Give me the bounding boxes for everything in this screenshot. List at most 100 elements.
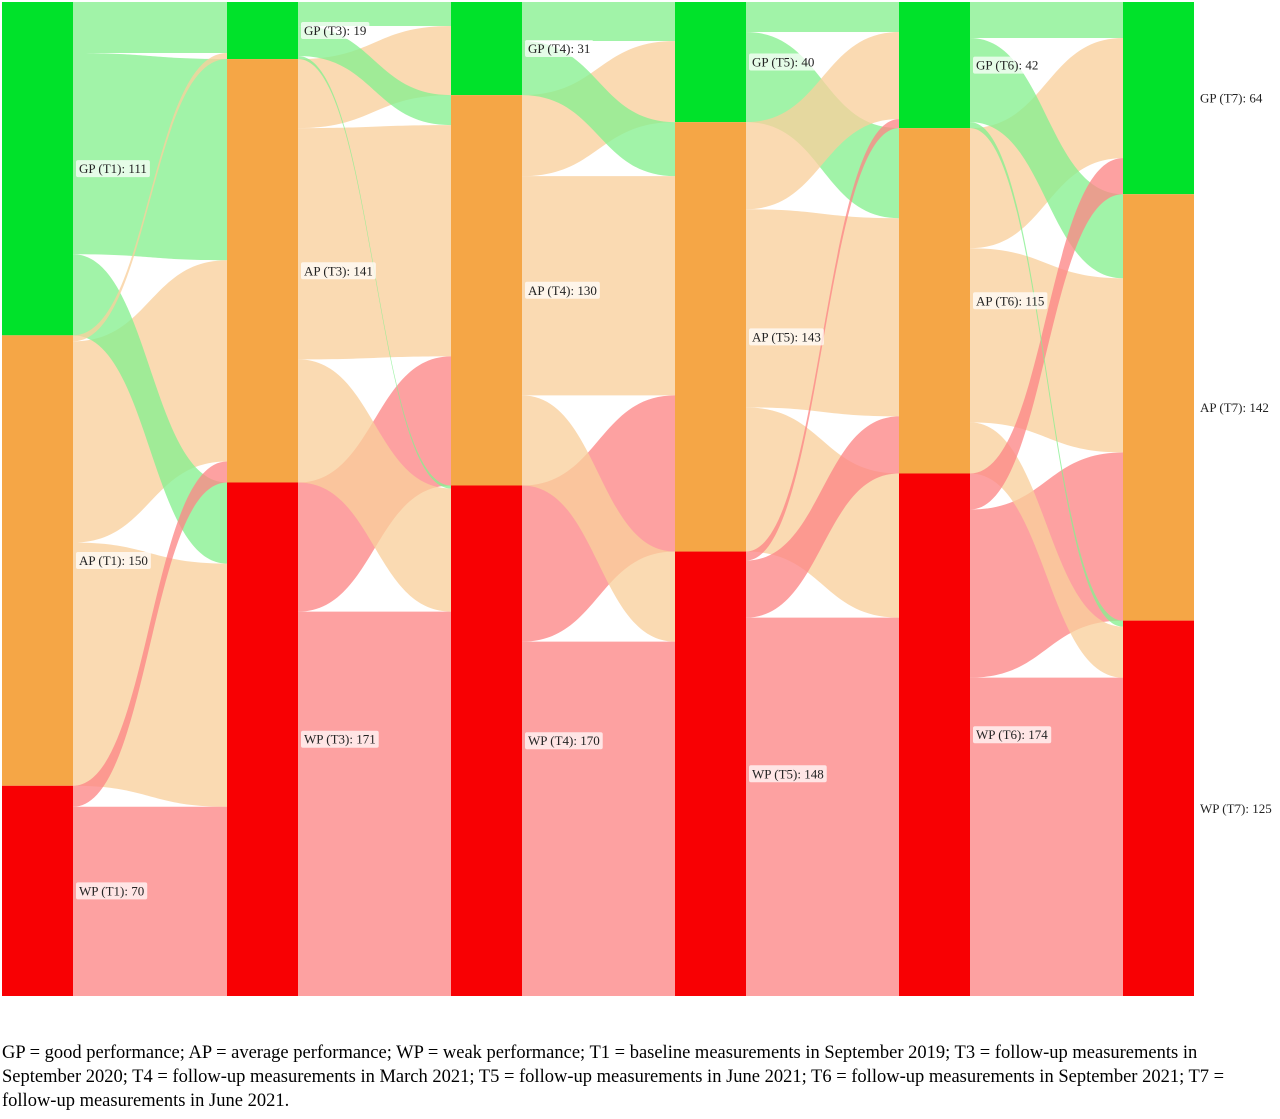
- label-group-wp-t6: WP (T6): 174: [973, 726, 1052, 744]
- node-wp-t7: [1123, 620, 1194, 996]
- link-gp-t3-to-ap-t4: [298, 26, 451, 126]
- link-wp-t5-to-wp-t6: [746, 617, 899, 996]
- label-group-ap-t6: AP (T6): 115: [973, 292, 1048, 310]
- link-wp-t1-to-wp-t3: [73, 806, 227, 996]
- node-gp-t6: [899, 2, 970, 129]
- node-label-gp-t6: GP (T6): 42: [976, 58, 1038, 73]
- link-wp-t6-to-wp-t7: [970, 677, 1123, 996]
- link-wp-t1-to-ap-t3: [73, 461, 227, 807]
- node-label-ap-t7: AP (T7): 142: [1200, 400, 1269, 415]
- node-label-ap-t5: AP (T5): 143: [752, 329, 821, 344]
- node-gp-t5: [675, 2, 746, 123]
- node-wp-t5: [675, 551, 746, 996]
- label-group-gp-t1: GP (T1): 111: [76, 160, 150, 178]
- link-gp-t6-to-gp-t7: [970, 2, 1123, 39]
- node-label-bg-gp-t4: [525, 40, 594, 58]
- figure-caption: GP = good performance; AP = average perf…: [2, 1043, 1225, 1111]
- node-label-bg-ap-t6: [973, 292, 1048, 310]
- label-group-ap-t7: AP (T7): 142: [1200, 400, 1269, 415]
- link-gp-t4-to-ap-t5: [522, 41, 675, 177]
- label-group-gp-t6: GP (T6): 42: [973, 56, 1042, 74]
- label-group-ap-t1: AP (T1): 150: [76, 552, 151, 570]
- node-label-wp-t7: WP (T7): 125: [1200, 801, 1272, 816]
- label-group-ap-t4: AP (T4): 130: [525, 281, 600, 299]
- node-label-bg-gp-t5: [749, 53, 818, 71]
- label-group-wp-t4: WP (T4): 170: [525, 732, 603, 750]
- node-label-wp-t6: WP (T6): 174: [976, 727, 1048, 742]
- node-ap-t7: [1123, 194, 1194, 621]
- label-group-wp-t7: WP (T7): 125: [1200, 801, 1272, 816]
- node-label-bg-ap-t4: [525, 281, 600, 299]
- label-group-gp-t3: GP (T3): 19: [301, 22, 370, 40]
- node-label-bg-wp-t4: [525, 732, 603, 750]
- node-label-bg-wp-t3: [301, 730, 379, 748]
- link-wp-t4-to-wp-t5: [522, 641, 675, 996]
- node-wp-t1: [2, 785, 73, 996]
- link-gp-t6-to-wp-t7: [970, 122, 1123, 627]
- node-ap-t5: [675, 122, 746, 552]
- label-group-gp-t4: GP (T4): 31: [525, 40, 594, 58]
- node-label-ap-t4: AP (T4): 130: [528, 283, 597, 298]
- node-label-ap-t6: AP (T6): 115: [976, 293, 1044, 308]
- node-label-gp-t7: GP (T7): 64: [1200, 91, 1263, 106]
- node-label-wp-t5: WP (T5): 148: [752, 766, 824, 781]
- node-label-bg-wp-t1: [76, 882, 148, 900]
- link-gp-t5-to-gp-t6: [746, 2, 899, 33]
- link-gp-t1-to-ap-t3: [73, 53, 227, 261]
- node-label-wp-t3: WP (T3): 171: [304, 732, 376, 747]
- node-wp-t4: [451, 485, 522, 996]
- node-label-ap-t3: AP (T3): 141: [304, 263, 373, 278]
- node-label-bg-wp-t6: [973, 726, 1052, 744]
- node-label-bg-gp-t1: [76, 160, 150, 178]
- link-ap-t5-to-ap-t6: [746, 209, 899, 417]
- node-ap-t1: [2, 335, 73, 786]
- node-wp-t6: [899, 473, 970, 996]
- nodes-layer: [2, 2, 1194, 996]
- node-label-bg-ap-t1: [76, 552, 151, 570]
- link-wp-t6-to-gp-t7: [970, 158, 1123, 510]
- link-gp-t3-to-gp-t4: [298, 2, 451, 27]
- node-gp-t1: [2, 2, 73, 336]
- node-ap-t6: [899, 128, 970, 474]
- link-ap-t4-to-wp-t5: [522, 395, 675, 642]
- node-label-bg-wp-t5: [749, 765, 827, 783]
- node-ap-t3: [227, 59, 298, 483]
- node-label-bg-gp-t6: [973, 56, 1042, 74]
- node-label-gp-t4: GP (T4): 31: [528, 41, 590, 56]
- link-ap-t5-to-gp-t6: [746, 32, 899, 210]
- link-ap-t1-to-wp-t3: [73, 542, 227, 807]
- link-gp-t4-to-gp-t5: [522, 2, 675, 42]
- label-group-ap-t3: AP (T3): 141: [301, 262, 376, 280]
- link-wp-t3-to-wp-t4: [298, 611, 451, 996]
- node-label-ap-t1: AP (T1): 150: [79, 553, 148, 568]
- node-label-wp-t1: WP (T1): 70: [79, 883, 144, 898]
- node-gp-t3: [227, 2, 298, 60]
- label-group-gp-t5: GP (T5): 40: [749, 53, 818, 71]
- link-ap-t3-to-wp-t4: [298, 359, 451, 612]
- node-ap-t4: [451, 95, 522, 486]
- node-label-gp-t5: GP (T5): 40: [752, 55, 814, 70]
- node-label-gp-t1: GP (T1): 111: [79, 161, 147, 176]
- links-layer: [73, 2, 1123, 996]
- labels-layer: GP (T1): 111 AP (T1): 150 WP (T1): 70 GP (T…: [76, 22, 1272, 900]
- sankey-chart: GP (T1): 111 AP (T1): 150 WP (T1): 70 GP (T…: [2, 2, 1272, 996]
- link-gp-t1-to-gp-t3: [73, 2, 227, 54]
- label-group-wp-t5: WP (T5): 148: [749, 765, 827, 783]
- node-label-bg-ap-t3: [301, 262, 376, 280]
- node-gp-t4: [451, 2, 522, 96]
- node-label-wp-t4: WP (T4): 170: [528, 733, 600, 748]
- link-ap-t6-to-wp-t7: [970, 422, 1123, 678]
- link-wp-t5-to-ap-t6: [746, 416, 899, 618]
- node-wp-t3: [227, 482, 298, 996]
- label-group-wp-t1: WP (T1): 70: [76, 882, 148, 900]
- link-ap-t3-to-ap-t4: [298, 125, 451, 360]
- node-label-bg-gp-t3: [301, 22, 370, 40]
- node-label-bg-ap-t5: [749, 328, 824, 346]
- label-group-ap-t5: AP (T5): 143: [749, 328, 824, 346]
- label-group-wp-t3: WP (T3): 171: [301, 730, 379, 748]
- link-gp-t1-to-wp-t3: [73, 254, 227, 564]
- node-gp-t7: [1123, 2, 1194, 195]
- label-group-gp-t7: GP (T7): 64: [1200, 91, 1263, 106]
- link-ap-t1-to-gp-t3: [73, 53, 227, 342]
- node-label-gp-t3: GP (T3): 19: [304, 23, 366, 38]
